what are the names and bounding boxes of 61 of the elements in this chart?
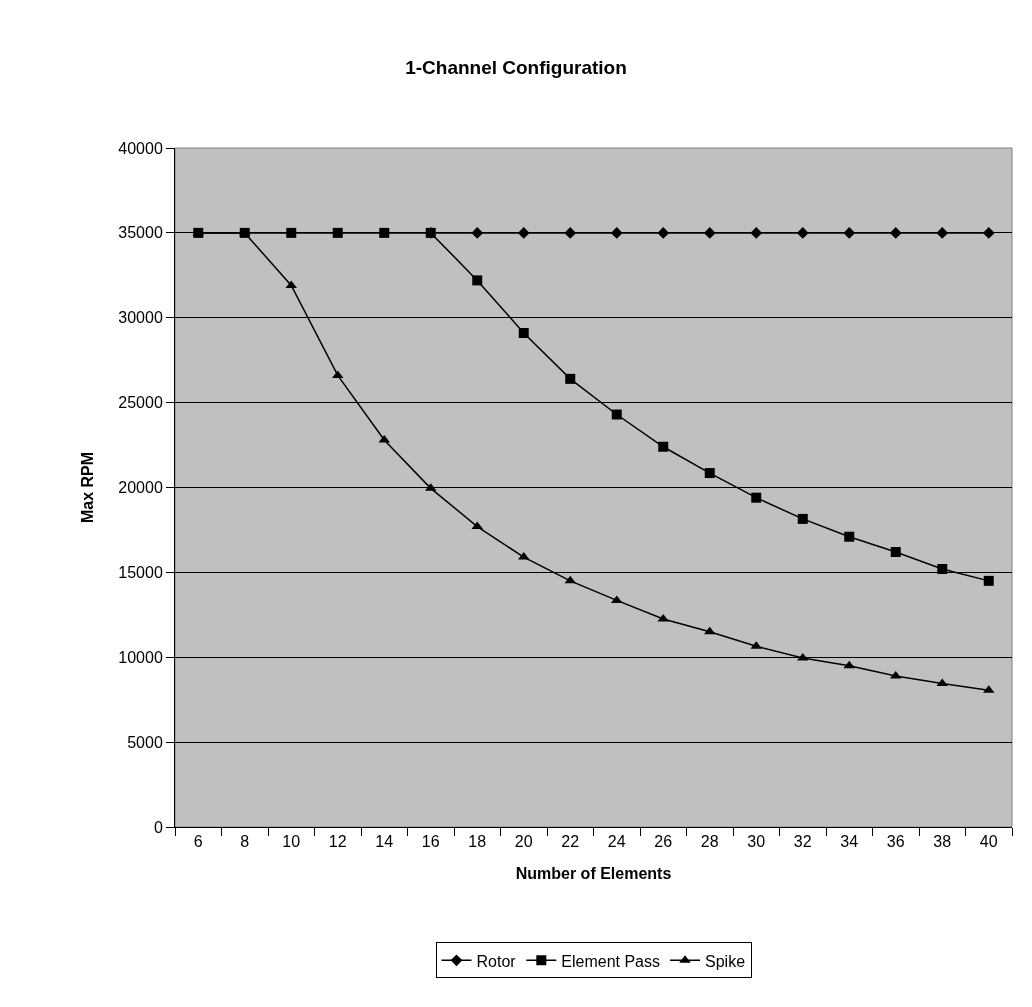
- x-tick-label: 14: [375, 833, 394, 851]
- chart-title: 1-Channel Configuration: [405, 56, 627, 78]
- x-tick-label: 22: [561, 833, 580, 851]
- y-tick-label: 25000: [118, 394, 163, 412]
- point: [843, 227, 856, 239]
- y-tick-label: 40000: [118, 139, 163, 157]
- point: [982, 227, 995, 239]
- x-tick-label: 12: [328, 833, 347, 851]
- x-tick-label: 10: [282, 833, 301, 851]
- point: [471, 227, 484, 239]
- point: [332, 227, 343, 238]
- x-axis-title: Number of Elements: [515, 864, 672, 882]
- point: [890, 547, 901, 558]
- x-tick-label: 30: [747, 833, 766, 851]
- x-tick-label: 16: [421, 833, 440, 851]
- point: [286, 227, 297, 238]
- y-tick-label: 10000: [118, 648, 163, 666]
- point: [750, 227, 763, 239]
- point: [796, 227, 809, 239]
- legend-label: Element Pass: [561, 952, 661, 970]
- y-tick-label: 20000: [118, 479, 163, 497]
- point: [658, 441, 669, 452]
- point: [610, 227, 623, 239]
- x-tick-label: 26: [654, 833, 673, 851]
- point: [611, 409, 622, 420]
- point: [379, 227, 390, 238]
- x-tick-label: 18: [468, 833, 487, 851]
- point: [983, 575, 994, 586]
- point: [517, 227, 530, 239]
- x-tick-label: 38: [933, 833, 952, 851]
- point: [518, 328, 529, 339]
- x-tick-label: 32: [793, 833, 812, 851]
- y-tick-label: 5000: [127, 733, 163, 751]
- x-tick-label: 6: [193, 833, 203, 851]
- y-tick-label: 15000: [118, 563, 163, 581]
- point: [472, 275, 483, 286]
- point: [751, 492, 762, 503]
- y-tick-label: 30000: [118, 309, 163, 327]
- point: [797, 513, 808, 524]
- point: [844, 531, 855, 542]
- x-tick-label: 34: [840, 833, 859, 851]
- legend-label: Spike: [705, 952, 746, 970]
- point: [657, 227, 670, 239]
- x-tick-label: 8: [240, 833, 250, 851]
- point: [565, 373, 576, 384]
- point: [704, 468, 715, 479]
- x-tick-label: 28: [700, 833, 719, 851]
- point: [703, 227, 716, 239]
- x-tick-label: 24: [607, 833, 626, 851]
- point: [936, 227, 949, 239]
- point: [937, 563, 948, 574]
- x-tick-label: 36: [886, 833, 905, 851]
- legend-label: Rotor: [476, 952, 517, 970]
- y-tick-label: 0: [153, 818, 163, 836]
- y-tick-label: 35000: [118, 224, 163, 242]
- point: [564, 227, 577, 239]
- y-axis-title: Max RPM: [79, 451, 97, 524]
- point: [889, 227, 902, 239]
- x-tick-label: 20: [514, 833, 533, 851]
- x-tick-label: 40: [979, 833, 998, 851]
- point: [425, 227, 436, 238]
